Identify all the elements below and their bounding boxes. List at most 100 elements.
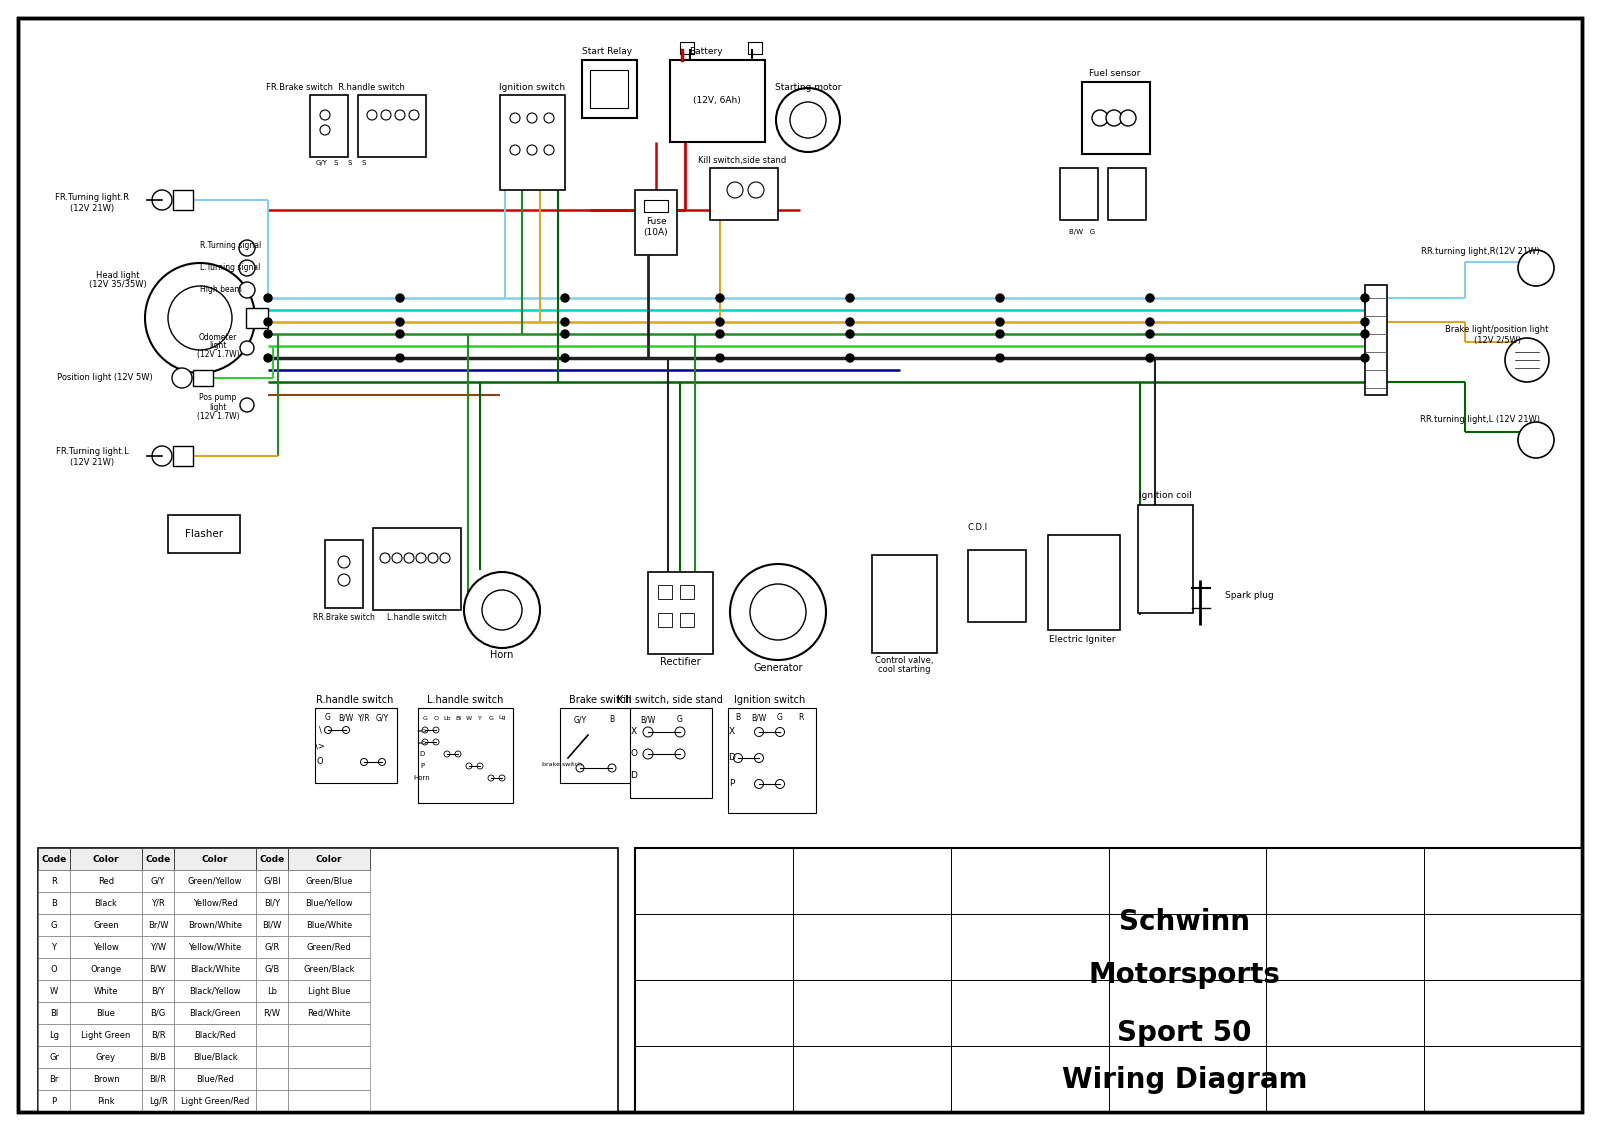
Text: L.handle switch: L.handle switch [427, 695, 502, 705]
Text: (12V 35/35W): (12V 35/35W) [90, 279, 147, 288]
Bar [635, 190, 677, 255]
Circle shape [466, 763, 472, 770]
Text: Grey: Grey [96, 1052, 117, 1061]
Circle shape [562, 318, 570, 325]
Circle shape [152, 190, 173, 210]
Bar [288, 1024, 370, 1046]
Bar [38, 936, 70, 958]
Circle shape [499, 775, 506, 781]
Text: Starting motor: Starting motor [774, 82, 842, 92]
Text: Lg: Lg [50, 1031, 59, 1040]
Text: S: S [334, 160, 338, 166]
Text: RR.turning light,R(12V 21W): RR.turning light,R(12V 21W) [1421, 247, 1539, 257]
Circle shape [1518, 421, 1554, 458]
Text: Electric Igniter: Electric Igniter [1048, 635, 1115, 644]
Text: Bl/R: Bl/R [149, 1075, 166, 1084]
Bar [142, 870, 174, 892]
Circle shape [464, 572, 541, 647]
Text: S: S [362, 160, 366, 166]
Text: B/G: B/G [150, 1008, 166, 1017]
Bar [142, 892, 174, 914]
Text: Green/Blue: Green/Blue [306, 877, 352, 886]
Bar [142, 936, 174, 958]
Circle shape [776, 88, 840, 153]
Text: Black/Red: Black/Red [194, 1031, 235, 1040]
Circle shape [846, 294, 854, 302]
Text: G/Bl: G/Bl [262, 877, 282, 886]
Bar [256, 1046, 288, 1068]
Text: Light Green/Red: Light Green/Red [181, 1096, 250, 1105]
Text: G: G [325, 713, 331, 722]
Text: RR.turning light,L (12V 21W): RR.turning light,L (12V 21W) [1421, 416, 1539, 425]
Circle shape [1106, 110, 1122, 127]
Text: (10A): (10A) [643, 227, 669, 236]
Circle shape [338, 574, 350, 586]
Text: Yellow/Red: Yellow/Red [192, 898, 237, 907]
Bar [38, 1090, 70, 1112]
Bar [38, 848, 70, 870]
Circle shape [755, 754, 763, 763]
Text: C.D.I: C.D.I [966, 523, 987, 532]
Text: Br: Br [50, 1075, 59, 1084]
Circle shape [395, 110, 405, 120]
Bar [142, 1002, 174, 1024]
Circle shape [562, 330, 570, 338]
Text: P: P [730, 780, 734, 789]
Circle shape [526, 145, 538, 155]
Text: Black/Green: Black/Green [189, 1008, 240, 1017]
Bar [256, 958, 288, 980]
Circle shape [416, 553, 426, 563]
Bar [174, 980, 256, 1002]
Text: G: G [778, 713, 782, 722]
Bar [680, 612, 694, 627]
Bar [256, 1090, 288, 1112]
Text: B: B [51, 898, 58, 907]
Text: Y/R: Y/R [150, 898, 165, 907]
Text: Odometer: Odometer [198, 332, 237, 341]
Circle shape [325, 727, 331, 733]
Text: L.Turning signal: L.Turning signal [200, 263, 261, 272]
Text: R.Turning signal: R.Turning signal [200, 241, 261, 250]
Bar [256, 914, 288, 936]
Bar [174, 870, 256, 892]
Bar [168, 515, 240, 553]
Circle shape [429, 553, 438, 563]
Bar [288, 1068, 370, 1090]
Text: O: O [317, 757, 323, 766]
Bar [70, 1068, 142, 1090]
Circle shape [526, 113, 538, 123]
Bar [1082, 82, 1150, 154]
Text: B/W: B/W [338, 713, 354, 722]
Bar [630, 709, 712, 798]
Bar [38, 892, 70, 914]
Circle shape [730, 564, 826, 660]
Text: Blue/Black: Blue/Black [192, 1052, 237, 1061]
Text: G/Y: G/Y [150, 877, 165, 886]
Bar [174, 1002, 256, 1024]
Circle shape [544, 113, 554, 123]
Bar [288, 958, 370, 980]
Text: Ignition switch: Ignition switch [499, 82, 565, 92]
Circle shape [397, 330, 403, 338]
Text: D: D [728, 754, 736, 763]
Circle shape [1091, 110, 1107, 127]
Bar [288, 870, 370, 892]
Text: G/R: G/R [264, 942, 280, 951]
Bar [968, 550, 1026, 622]
Text: Ignition switch: Ignition switch [734, 695, 806, 705]
Circle shape [342, 727, 349, 733]
Circle shape [675, 749, 685, 759]
Bar [1048, 534, 1120, 631]
Text: B/W   G: B/W G [1069, 229, 1094, 235]
Bar [70, 848, 142, 870]
Circle shape [240, 341, 254, 355]
Circle shape [173, 368, 192, 388]
Text: =>: => [416, 727, 427, 733]
Bar [38, 870, 70, 892]
Bar [680, 42, 694, 54]
Circle shape [995, 318, 1005, 325]
Text: FR.Brake switch  R.handle switch: FR.Brake switch R.handle switch [266, 82, 405, 92]
Text: W: W [50, 986, 58, 996]
Bar [582, 60, 637, 118]
Text: brake switch: brake switch [542, 763, 582, 767]
